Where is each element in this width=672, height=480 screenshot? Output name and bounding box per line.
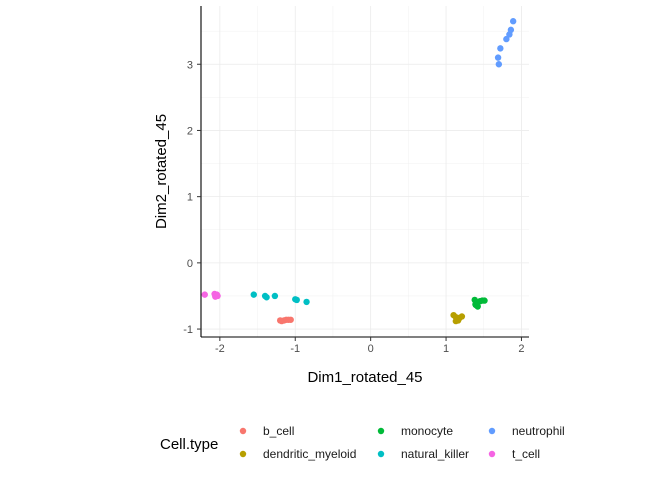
point-neutrophil [494, 54, 502, 61]
point-natural-killer [303, 298, 310, 306]
legend-label-b-cell: b_cell [263, 424, 294, 438]
y-tick-label: 2 [187, 125, 193, 137]
y-axis-title: Dim2_rotated_45 [153, 114, 170, 229]
legend-label-dendritic-myeloid: dendritic_myeloid [263, 447, 356, 461]
legend: Cell.type b_cell dendritic_myeloid monocyt… [160, 424, 565, 461]
legend-key-monocyte [377, 427, 385, 435]
data-points [201, 18, 517, 325]
grid [201, 6, 529, 337]
x-axis-title: Dim1_rotated_45 [307, 369, 422, 386]
axis-ticks: -2 -1 0 1 2 -1 0 1 2 3 [183, 59, 524, 355]
legend-key-dendritic-myeloid [239, 450, 247, 458]
legend-label-t-cell: t_cell [512, 447, 540, 461]
point-neutrophil [497, 45, 504, 52]
legend-label-natural-killer: natural_killer [401, 447, 469, 461]
y-tick-label: -1 [183, 324, 193, 336]
point-b-cell [276, 317, 284, 324]
point-neutrophil [503, 35, 510, 43]
point-natural-killer [250, 291, 257, 298]
x-tick-label: 0 [368, 343, 374, 355]
point-natural-killer [263, 294, 270, 301]
x-tick-label: -1 [290, 343, 300, 355]
legend-key-t-cell [488, 450, 496, 458]
point-neutrophil [509, 18, 517, 25]
point-dendritic-myeloid [454, 317, 462, 324]
y-tick-label: 1 [187, 192, 193, 204]
point-b-cell [287, 316, 294, 323]
point-t-cell [213, 291, 221, 298]
legend-label-monocyte: monocyte [401, 424, 453, 438]
point-monocyte [481, 297, 488, 304]
legend-key-b-cell [239, 427, 247, 435]
point-neutrophil [495, 61, 503, 68]
legend-key-natural-killer [377, 450, 385, 458]
point-dendritic-myeloid [458, 313, 466, 320]
legend-label-neutrophil: neutrophil [512, 424, 565, 438]
y-tick-label: 0 [187, 258, 193, 270]
legend-key-neutrophil [488, 427, 496, 435]
point-natural-killer [293, 296, 300, 304]
x-tick-label: 1 [443, 343, 449, 355]
point-neutrophil [507, 26, 515, 34]
point-monocyte [473, 302, 480, 309]
x-tick-label: -2 [215, 343, 225, 355]
x-tick-label: 2 [518, 343, 524, 355]
legend-title: Cell.type [160, 436, 218, 453]
point-t-cell [201, 291, 208, 298]
point-natural-killer [271, 292, 279, 300]
y-tick-label: 3 [187, 59, 193, 71]
